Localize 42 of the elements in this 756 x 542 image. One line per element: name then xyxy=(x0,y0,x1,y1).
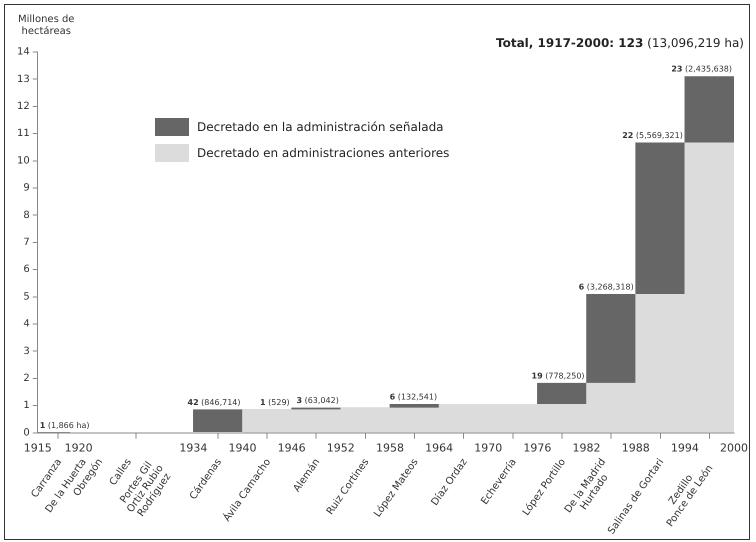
x-tick-label: 1952 xyxy=(326,441,355,454)
y-tick-label: 1 xyxy=(23,400,30,412)
legend-label: Decretado en administraciones anteriores xyxy=(197,146,450,160)
y-tick-label: 6 xyxy=(23,264,30,276)
y-tick-label: 8 xyxy=(23,210,30,221)
annotation: 22 (5,569,321) xyxy=(622,130,683,140)
annotation: 1 (529) xyxy=(260,398,290,407)
legend-label: Decretado en la administración señalada xyxy=(197,120,444,134)
annotation: 6 (132,541) xyxy=(390,392,438,402)
annotation: 19 (778,250) xyxy=(532,371,585,380)
y-tick-label: 3 xyxy=(23,346,30,357)
x-tick-label: 1958 xyxy=(376,441,404,454)
y-tick-label: 9 xyxy=(23,182,30,194)
x-tick-label: 1915 xyxy=(24,441,52,454)
annotation: 1 (1,866 ha) xyxy=(40,420,90,430)
x-tick-label: 1946 xyxy=(278,441,306,454)
x-tick-label: 1994 xyxy=(670,441,699,454)
y-axis-title: Millones de hectáreas xyxy=(18,14,74,38)
x-tick-label: 1964 xyxy=(425,441,454,454)
y-tick-label: 0 xyxy=(23,427,30,438)
y-tick-label: 10 xyxy=(16,155,30,166)
y-tick-label: 12 xyxy=(16,100,30,112)
chart-title: Total, 1917-2000: 123 (13,096,219 ha) xyxy=(496,36,744,50)
y-tick-label: 7 xyxy=(23,236,30,248)
x-tick-label: 1976 xyxy=(523,441,552,454)
y-tick-label: 13 xyxy=(16,74,30,85)
x-tick-label: 1940 xyxy=(228,441,257,454)
annotation: 23 (2,435,638) xyxy=(671,64,732,74)
x-tick-label: 1970 xyxy=(474,441,502,454)
x-tick-label: 1934 xyxy=(179,441,208,454)
x-tick-label: 1920 xyxy=(64,441,93,454)
annotation: 3 (63,042) xyxy=(296,396,339,406)
y-tick-label: 14 xyxy=(16,46,30,58)
x-tick-label: 1982 xyxy=(572,441,601,454)
x-tick-label: 2000 xyxy=(720,441,748,454)
y-tick-label: 5 xyxy=(23,291,30,302)
y-tick-label: 11 xyxy=(16,128,30,140)
x-tick-label: 1988 xyxy=(622,441,650,454)
annotation: 6 (3,268,318) xyxy=(578,282,634,292)
y-tick-label: 4 xyxy=(23,318,30,330)
y-tick-label: 2 xyxy=(23,372,30,384)
annotation: 42 (846,714) xyxy=(188,398,241,407)
